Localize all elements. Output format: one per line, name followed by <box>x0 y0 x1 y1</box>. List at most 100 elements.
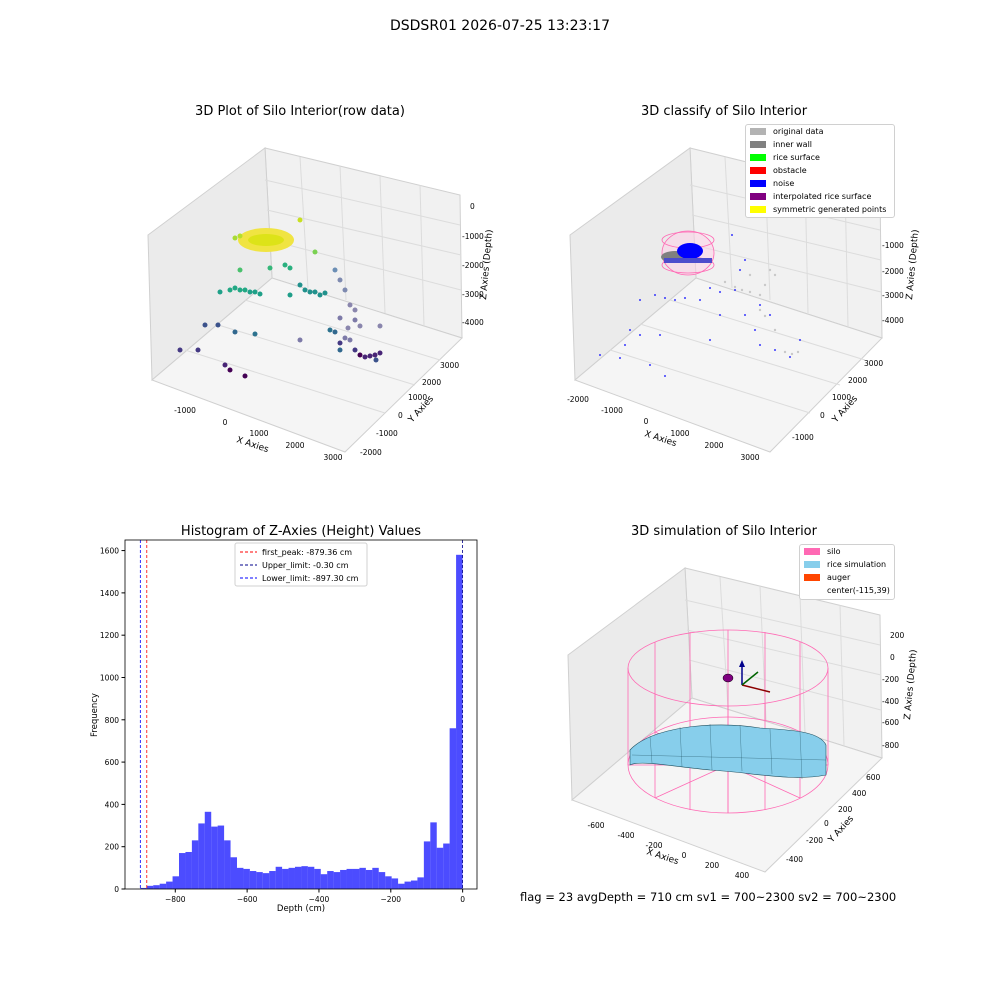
histogram-x-tick-label: −400 <box>309 895 330 904</box>
classify-legend-label: rice surface <box>773 153 820 162</box>
classify-legend-label: symmetric generated points <box>773 205 887 214</box>
raw-gridlines <box>184 156 462 414</box>
svg-text:400: 400 <box>852 789 867 798</box>
svg-text:200: 200 <box>838 805 853 814</box>
histogram-bar <box>443 843 450 889</box>
svg-text:-2000: -2000 <box>882 267 904 276</box>
histogram-bar <box>404 881 411 889</box>
histogram-y-tick-label: 1400 <box>100 589 119 598</box>
svg-text:-4000: -4000 <box>882 316 904 325</box>
raw-y-ticks: -2000 -1000 0 1000 2000 3000 <box>360 361 459 457</box>
classify-legend-item: obstacle <box>750 164 894 177</box>
svg-text:-400: -400 <box>882 697 899 706</box>
raw-floor-pane <box>151 277 463 453</box>
classify-legend: original data inner wall rice surface obsta… <box>745 124 895 218</box>
classify-y-ticks: -1000 0 1000 2000 3000 <box>792 359 883 442</box>
classify-legend-label: interpolated rice surface <box>773 192 872 201</box>
histogram-bar <box>256 872 263 889</box>
histogram-bar <box>423 841 431 889</box>
histogram-x-label: Depth (cm) <box>277 904 325 914</box>
histogram-bar <box>172 876 179 889</box>
classify-legend-swatch <box>750 128 766 135</box>
rice-surface <box>629 724 827 778</box>
svg-text:0: 0 <box>824 819 829 828</box>
simulation-plot-title: 3D simulation of Silo Interior <box>631 524 817 539</box>
raw-3d-plot: -1000 0 1000 2000 3000 -2000 -1000 0 100… <box>147 147 495 460</box>
histogram-bar <box>243 868 250 889</box>
simulation-3d-plot: -600 -400 -200 0 200 400 -400 -200 0 200… <box>567 567 919 880</box>
histogram-y-tick-label: 1200 <box>100 631 119 640</box>
svg-text:-800: -800 <box>882 741 899 750</box>
histogram-legend-label: Upper_limit: -0.30 cm <box>262 561 349 570</box>
histogram-bar <box>327 871 334 889</box>
histogram-bar <box>436 847 444 889</box>
histogram-bar <box>198 823 205 889</box>
svg-text:3000: 3000 <box>323 453 342 460</box>
silo-center-marker <box>722 673 734 683</box>
histogram-y-label: Frequency <box>90 693 100 737</box>
svg-text:-200: -200 <box>806 836 823 845</box>
svg-text:3000: 3000 <box>864 359 883 368</box>
histogram-y-tick-label: 600 <box>105 758 120 767</box>
svg-text:-1000: -1000 <box>792 433 814 442</box>
simulation-legend-item: auger <box>804 571 894 584</box>
svg-text:-1000: -1000 <box>174 406 196 415</box>
simulation-y-ticks: -400 -200 0 200 400 600 <box>786 773 881 864</box>
raw-plot-title: 3D Plot of Silo Interior(row data) <box>195 104 405 119</box>
histogram-y-tick-label: 200 <box>105 843 120 852</box>
raw-point-cloud <box>177 217 383 379</box>
histogram-bar <box>385 876 392 889</box>
svg-text:-200: -200 <box>645 841 662 850</box>
svg-text:400: 400 <box>735 871 750 880</box>
histogram-x-tick-label: −600 <box>237 895 258 904</box>
simulation-legend-swatch <box>804 574 820 581</box>
simulation-x-label: X Axies <box>645 847 680 867</box>
classify-noise-points <box>599 234 801 377</box>
histogram-bar <box>365 869 373 889</box>
histogram-bar <box>159 883 167 889</box>
simulation-legend-swatch <box>804 548 820 555</box>
classify-legend-item: inner wall <box>750 138 894 151</box>
histogram-bar <box>178 853 186 889</box>
status-footer: flag = 23 avgDepth = 710 cm sv1 = 700~23… <box>520 890 897 904</box>
svg-text:-1000: -1000 <box>601 406 623 415</box>
histogram-bar <box>211 826 218 889</box>
histogram-x-tick-label: −200 <box>380 895 401 904</box>
histogram-x-tick-label: −800 <box>165 895 186 904</box>
histogram-bar <box>320 874 328 889</box>
simulation-legend-item: silo <box>804 545 894 558</box>
svg-text:0: 0 <box>644 417 649 426</box>
classify-legend-item: noise <box>750 177 894 190</box>
histogram-axes-frame <box>124 539 478 890</box>
histogram-legend-label: Lower_limit: -897.30 cm <box>262 574 359 583</box>
histogram-y-ticks: 0 200 400 600 800 1000 1200 1400 1600 <box>100 547 125 894</box>
classify-legend-swatch <box>750 180 766 187</box>
histogram-bar <box>417 877 424 889</box>
svg-text:2000: 2000 <box>704 441 723 450</box>
svg-text:0: 0 <box>223 418 228 427</box>
histogram-x-tick-label: 0 <box>460 895 465 904</box>
svg-text:-1000: -1000 <box>462 232 484 241</box>
simulation-legend-swatch <box>804 587 820 594</box>
histogram-bar <box>398 883 405 889</box>
histogram-bar <box>301 866 308 889</box>
histogram-bar <box>333 872 341 889</box>
classify-plot-title: 3D classify of Silo Interior <box>640 104 808 119</box>
svg-text:-1000: -1000 <box>882 241 904 250</box>
histogram-bar <box>166 881 173 889</box>
simulation-legend-swatch <box>804 561 820 568</box>
simulation-legend-item: center(-115,39) <box>804 584 894 597</box>
histogram-title: Histogram of Z-Axies (Height) Values <box>180 524 422 539</box>
classify-x-ticks: -2000 -1000 0 1000 2000 3000 <box>567 395 760 460</box>
histogram-bar <box>346 868 353 889</box>
histogram-bar <box>269 871 276 889</box>
svg-text:0: 0 <box>890 653 895 662</box>
histogram-bar <box>359 867 366 889</box>
histogram-bar <box>275 866 283 889</box>
svg-text:0: 0 <box>820 411 825 420</box>
svg-text:-4000: -4000 <box>462 318 484 327</box>
simulation-legend-label: center(-115,39) <box>827 586 890 595</box>
histogram-y-tick-label: 800 <box>105 716 120 725</box>
histogram-bar <box>282 868 289 889</box>
svg-text:-2000: -2000 <box>567 395 589 404</box>
